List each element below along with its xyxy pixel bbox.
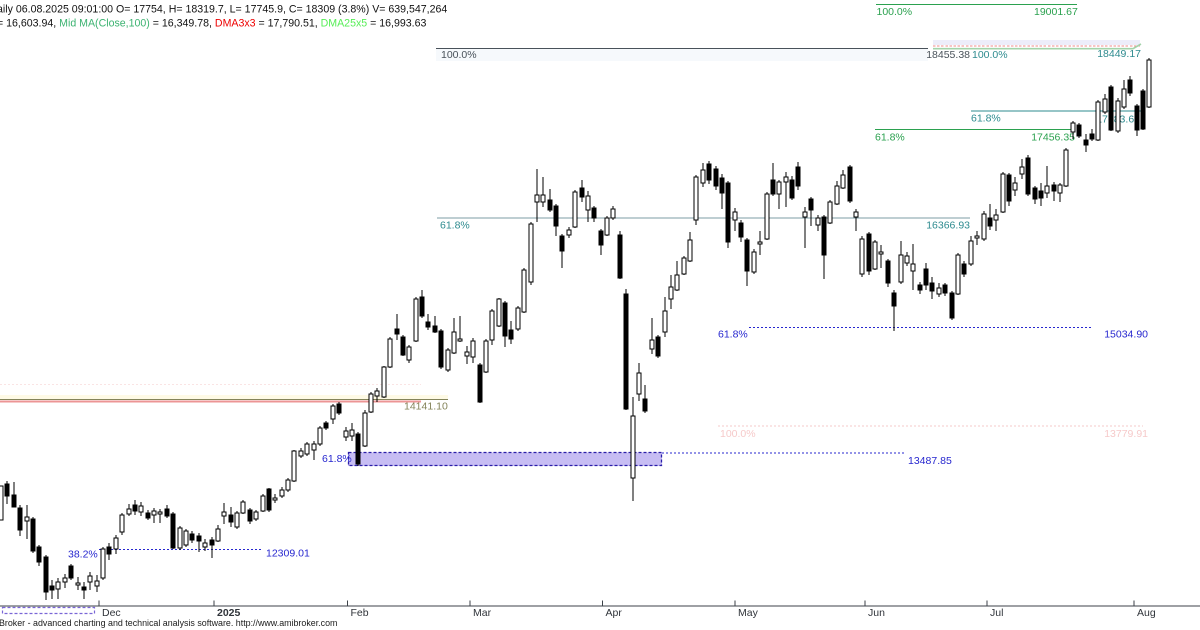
svg-text:100.0%: 100.0% bbox=[720, 428, 756, 440]
svg-text:Feb: Feb bbox=[351, 607, 369, 619]
svg-text:Mar: Mar bbox=[473, 607, 492, 619]
svg-text:12309.01: 12309.01 bbox=[266, 548, 310, 560]
svg-text:Jun: Jun bbox=[868, 607, 885, 619]
svg-text:18455.38: 18455.38 bbox=[926, 49, 970, 61]
svg-text:15034.90: 15034.90 bbox=[1104, 329, 1148, 341]
svg-text:17456.35: 17456.35 bbox=[1031, 132, 1075, 144]
svg-text:61.8%: 61.8% bbox=[718, 329, 748, 341]
svg-text:May: May bbox=[738, 607, 759, 619]
svg-text:61.8%: 61.8% bbox=[971, 113, 1001, 125]
svg-text:61.8%: 61.8% bbox=[322, 453, 352, 465]
svg-text:Jul: Jul bbox=[990, 607, 1003, 619]
svg-text:38.2%: 38.2% bbox=[68, 549, 98, 561]
svg-text:18449.17: 18449.17 bbox=[1097, 48, 1141, 60]
svg-text:61.8%: 61.8% bbox=[440, 220, 470, 232]
svg-text:Apr: Apr bbox=[606, 607, 623, 619]
svg-text:61.8%: 61.8% bbox=[875, 132, 905, 144]
svg-text:19001.67: 19001.67 bbox=[1034, 6, 1078, 18]
svg-text:13487.85: 13487.85 bbox=[908, 455, 952, 467]
svg-text:100.0%: 100.0% bbox=[877, 6, 913, 18]
svg-text:16366.93: 16366.93 bbox=[926, 220, 970, 232]
svg-text:Broker - advanced charting and: Broker - advanced charting and technical… bbox=[0, 618, 337, 628]
svg-text:13779.91: 13779.91 bbox=[1104, 428, 1148, 440]
svg-text:100.0%: 100.0% bbox=[441, 49, 477, 61]
svg-text:aily 06.08.2025 09:01:00 O= 17: aily 06.08.2025 09:01:00 O= 17754, H= 18… bbox=[0, 4, 447, 16]
svg-text:14141.10: 14141.10 bbox=[404, 401, 448, 413]
svg-text:= 16,603.94, Mid MA(Close,100): = 16,603.94, Mid MA(Close,100) = 16,349.… bbox=[0, 18, 426, 30]
svg-text:Aug: Aug bbox=[1137, 607, 1156, 619]
svg-text:Dec: Dec bbox=[102, 607, 121, 619]
svg-text:100.0%: 100.0% bbox=[972, 49, 1008, 61]
svg-text:2025: 2025 bbox=[217, 607, 241, 619]
